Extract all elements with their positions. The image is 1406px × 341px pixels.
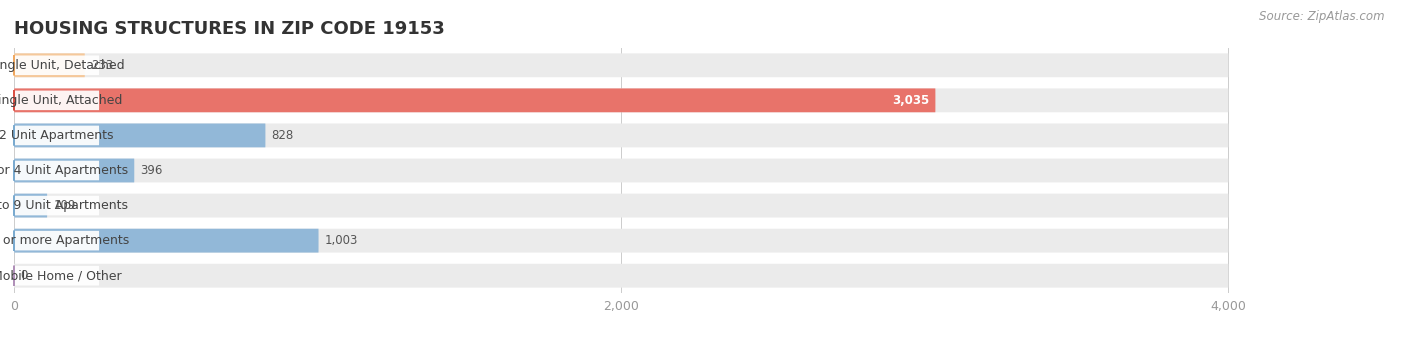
Text: 396: 396 [141, 164, 163, 177]
Text: 3 or 4 Unit Apartments: 3 or 4 Unit Apartments [0, 164, 128, 177]
FancyBboxPatch shape [14, 125, 98, 145]
FancyBboxPatch shape [14, 91, 98, 110]
FancyBboxPatch shape [14, 123, 1229, 147]
FancyBboxPatch shape [14, 231, 98, 250]
Text: Mobile Home / Other: Mobile Home / Other [0, 269, 121, 282]
Text: 233: 233 [91, 59, 112, 72]
FancyBboxPatch shape [14, 159, 135, 182]
Text: Single Unit, Attached: Single Unit, Attached [0, 94, 122, 107]
Text: 1,003: 1,003 [325, 234, 359, 247]
FancyBboxPatch shape [14, 53, 84, 77]
FancyBboxPatch shape [14, 266, 98, 285]
FancyBboxPatch shape [14, 161, 98, 180]
FancyBboxPatch shape [14, 194, 1229, 218]
FancyBboxPatch shape [14, 88, 935, 112]
Text: 2 Unit Apartments: 2 Unit Apartments [0, 129, 114, 142]
Text: Single Unit, Detached: Single Unit, Detached [0, 59, 125, 72]
FancyBboxPatch shape [14, 194, 48, 218]
FancyBboxPatch shape [14, 229, 1229, 253]
FancyBboxPatch shape [14, 88, 1229, 112]
Text: 10 or more Apartments: 10 or more Apartments [0, 234, 129, 247]
Text: Source: ZipAtlas.com: Source: ZipAtlas.com [1260, 10, 1385, 23]
FancyBboxPatch shape [14, 229, 319, 253]
FancyBboxPatch shape [14, 123, 266, 147]
Text: 5 to 9 Unit Apartments: 5 to 9 Unit Apartments [0, 199, 128, 212]
FancyBboxPatch shape [14, 159, 1229, 182]
Text: 0: 0 [20, 269, 28, 282]
FancyBboxPatch shape [14, 56, 98, 75]
FancyBboxPatch shape [14, 196, 98, 216]
Text: 3,035: 3,035 [893, 94, 929, 107]
Text: HOUSING STRUCTURES IN ZIP CODE 19153: HOUSING STRUCTURES IN ZIP CODE 19153 [14, 20, 444, 38]
Text: 109: 109 [53, 199, 76, 212]
FancyBboxPatch shape [14, 53, 1229, 77]
FancyBboxPatch shape [14, 264, 1229, 288]
Text: 828: 828 [271, 129, 294, 142]
